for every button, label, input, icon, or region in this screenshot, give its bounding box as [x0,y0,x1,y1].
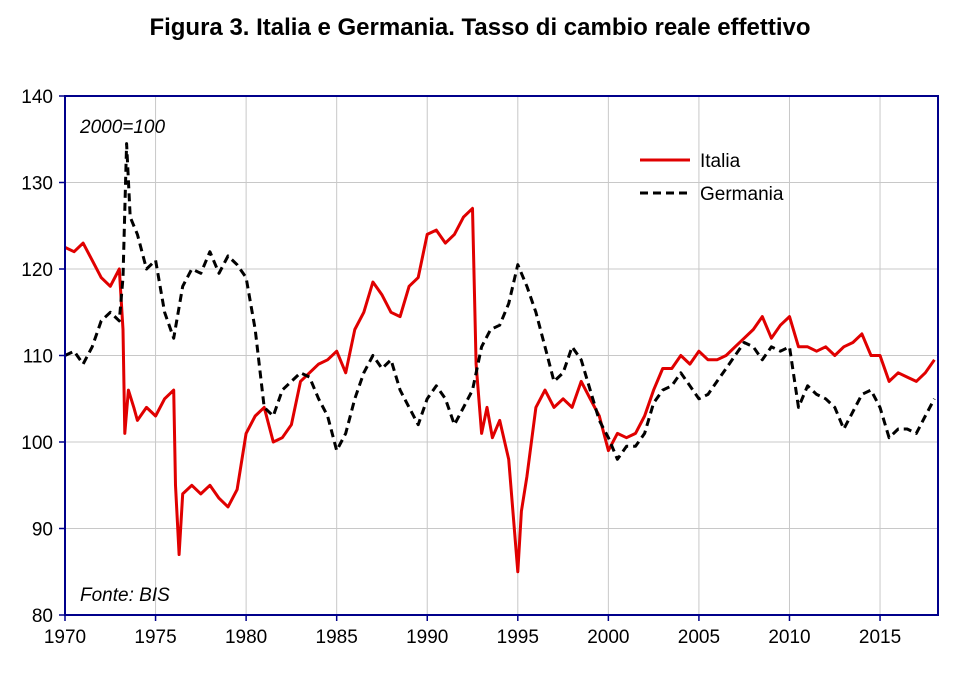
x-tick-label: 2000 [587,627,629,648]
x-tick-label: 2005 [678,627,720,648]
source-note: Fonte: BIS [80,585,170,606]
legend-label-germania: Germania [700,184,784,205]
y-tick-label: 130 [21,174,53,195]
y-tick-label: 80 [32,606,53,627]
x-tick-label: 1975 [134,627,176,648]
y-axis-ticks: 80 90 100 110 120 130 140 [21,87,65,627]
y-tick-label: 120 [21,260,53,281]
legend-label-italia: Italia [700,151,741,172]
legend: Italia Germania [640,151,784,205]
chart-title: Figura 3. Italia e Germania. Tasso di ca… [149,14,811,41]
x-axis-ticks: 1970 1975 1980 1985 1990 1995 2000 2005 2010 2015 [44,615,901,648]
x-tick-label: 1980 [225,627,267,648]
base-note: 2000=100 [79,117,165,138]
x-tick-label: 1985 [316,627,358,648]
series-line-germania [64,142,936,461]
x-tick-label: 2015 [859,627,901,648]
x-tick-label: 1995 [497,627,539,648]
x-tick-label: 1990 [406,627,448,648]
series-lines [64,142,936,574]
y-tick-label: 110 [23,347,53,368]
y-tick-label: 100 [21,433,53,454]
y-tick-label: 90 [32,520,53,541]
series-line-italia [64,206,936,574]
grid-lines [65,96,938,615]
x-tick-label: 2010 [768,627,810,648]
x-tick-label: 1970 [44,627,86,648]
y-tick-label: 140 [21,87,53,108]
